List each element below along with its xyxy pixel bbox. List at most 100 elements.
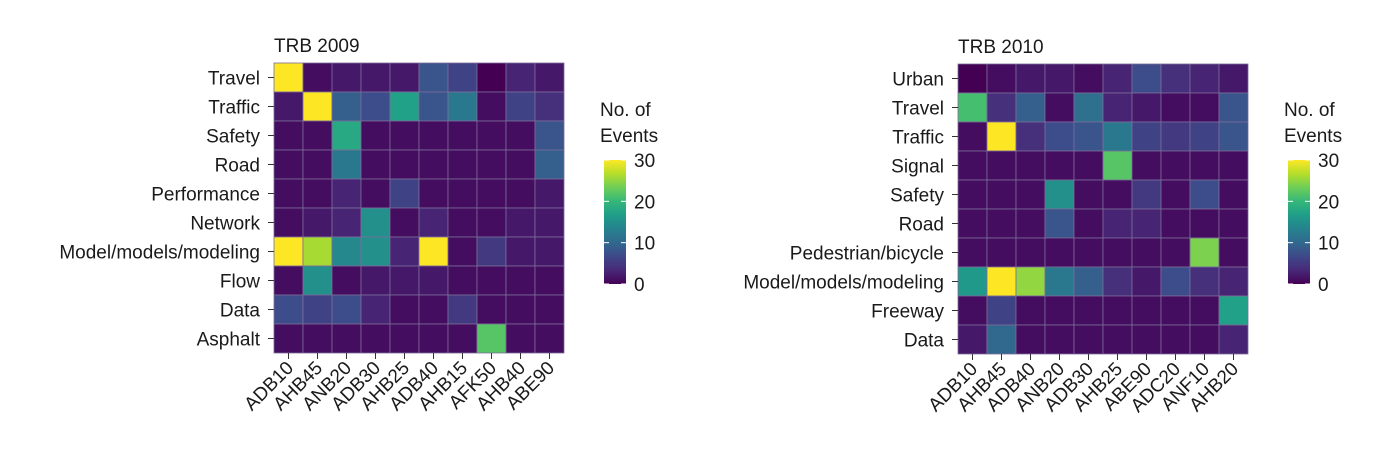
heatmap-cell: [505, 91, 536, 122]
heatmap-cell: [505, 178, 536, 209]
heatmap-cell: [1073, 208, 1104, 239]
heatmap-cell: [986, 63, 1017, 94]
heatmap-cell: [360, 236, 391, 267]
heatmap-cell: [505, 265, 536, 296]
heatmap-cell: [476, 207, 507, 238]
heatmap-cell: [418, 294, 449, 325]
heatmap-cell: [1218, 92, 1249, 123]
heatmap-cell: [957, 237, 988, 268]
heatmap-cell: [331, 265, 362, 296]
heatmap-cell: [331, 120, 362, 151]
heatmap-cell: [447, 236, 478, 267]
heatmap-cell: [302, 323, 333, 354]
heatmap-cell: [1189, 121, 1220, 152]
heatmap-cell: [476, 236, 507, 267]
heatmap-cell: [1102, 266, 1133, 297]
heatmap-cell: [273, 120, 304, 151]
heatmap-cell: [1015, 237, 1046, 268]
heatmap-cell: [1160, 179, 1191, 210]
heatmap-cell: [1160, 63, 1191, 94]
heatmap-cell: [302, 120, 333, 151]
heatmap-cell: [1218, 121, 1249, 152]
row-label: Safety: [206, 127, 260, 148]
heatmap-cell: [1160, 121, 1191, 152]
heatmap-cell: [1131, 295, 1162, 326]
heatmap-cell: [273, 294, 304, 325]
heatmap-cell: [476, 149, 507, 180]
chart-title: TRB 2010: [958, 37, 1044, 58]
heatmap-cell: [534, 178, 565, 209]
heatmap-cell: [360, 294, 391, 325]
heatmap-cell: [986, 92, 1017, 123]
colorbar-gradient: [604, 160, 626, 284]
heatmap-cell: [1102, 295, 1133, 326]
heatmap-cell: [1131, 121, 1162, 152]
heatmap-cell: [957, 121, 988, 152]
heatmap-cell: [1102, 237, 1133, 268]
heatmap-cell: [1073, 150, 1104, 181]
heatmap-cell: [1131, 179, 1162, 210]
heatmap-cell: [505, 149, 536, 180]
heatmap-cell: [534, 120, 565, 151]
heatmap-cell: [1015, 63, 1046, 94]
heatmap-cell: [534, 323, 565, 354]
heatmap-cell: [986, 150, 1017, 181]
heatmap-cell: [447, 294, 478, 325]
heatmap-cell: [331, 149, 362, 180]
heatmap-cell: [1044, 208, 1075, 239]
heatmap-cells: [273, 62, 565, 354]
heatmap-cell: [1131, 237, 1162, 268]
heatmap-cell: [1218, 237, 1249, 268]
heatmap-cell: [986, 121, 1017, 152]
row-label: Performance: [151, 185, 260, 206]
heatmap-cell: [1015, 324, 1046, 355]
heatmap-cell: [331, 294, 362, 325]
colorbar-tick-label: 0: [1318, 275, 1329, 296]
heatmap-cell: [1073, 121, 1104, 152]
row-label: Road: [215, 156, 260, 177]
heatmap-cell: [1102, 179, 1133, 210]
heatmap-cell: [331, 323, 362, 354]
heatmap-cell: [1073, 295, 1104, 326]
heatmap-cell: [273, 207, 304, 238]
colorbar-gradient: [1288, 160, 1310, 284]
heatmap-cell: [1073, 63, 1104, 94]
heatmap-cell: [418, 323, 449, 354]
heatmap-cell: [331, 178, 362, 209]
heatmap-cell: [534, 62, 565, 93]
heatmap-cell: [1189, 266, 1220, 297]
heatmap-cell: [1015, 295, 1046, 326]
colorbar-tick-label: 20: [634, 192, 655, 213]
heatmap-cell: [273, 265, 304, 296]
heatmap-cell: [447, 149, 478, 180]
heatmap-cell: [360, 149, 391, 180]
heatmap-cell: [534, 91, 565, 122]
heatmap-cell: [360, 178, 391, 209]
heatmap-cell: [302, 62, 333, 93]
heatmap-cell: [1189, 150, 1220, 181]
heatmap-cell: [1044, 295, 1075, 326]
heatmap-cell: [1189, 295, 1220, 326]
heatmap-cell: [389, 265, 420, 296]
colorbar-tick-label: 20: [1318, 192, 1339, 213]
colorbar-tick-label: 10: [634, 234, 655, 255]
heatmap-cell: [534, 149, 565, 180]
heatmap-cells: [957, 63, 1249, 355]
heatmap-cell: [389, 207, 420, 238]
heatmap-cell: [1160, 295, 1191, 326]
heatmap-cell: [534, 265, 565, 296]
heatmap-cell: [1131, 324, 1162, 355]
heatmap-cell: [273, 178, 304, 209]
colorbar-tick-label: 0: [634, 275, 645, 296]
row-label: Road: [899, 215, 944, 236]
heatmap-cell: [476, 120, 507, 151]
heatmap-cell: [476, 62, 507, 93]
heatmap-cell: [1218, 295, 1249, 326]
row-label: Traffic: [892, 128, 944, 149]
heatmap-cell: [1160, 237, 1191, 268]
heatmap-cell: [389, 62, 420, 93]
heatmap-cell: [389, 91, 420, 122]
heatmap-cell: [986, 295, 1017, 326]
heatmap-cell: [273, 149, 304, 180]
heatmap-cell: [418, 149, 449, 180]
